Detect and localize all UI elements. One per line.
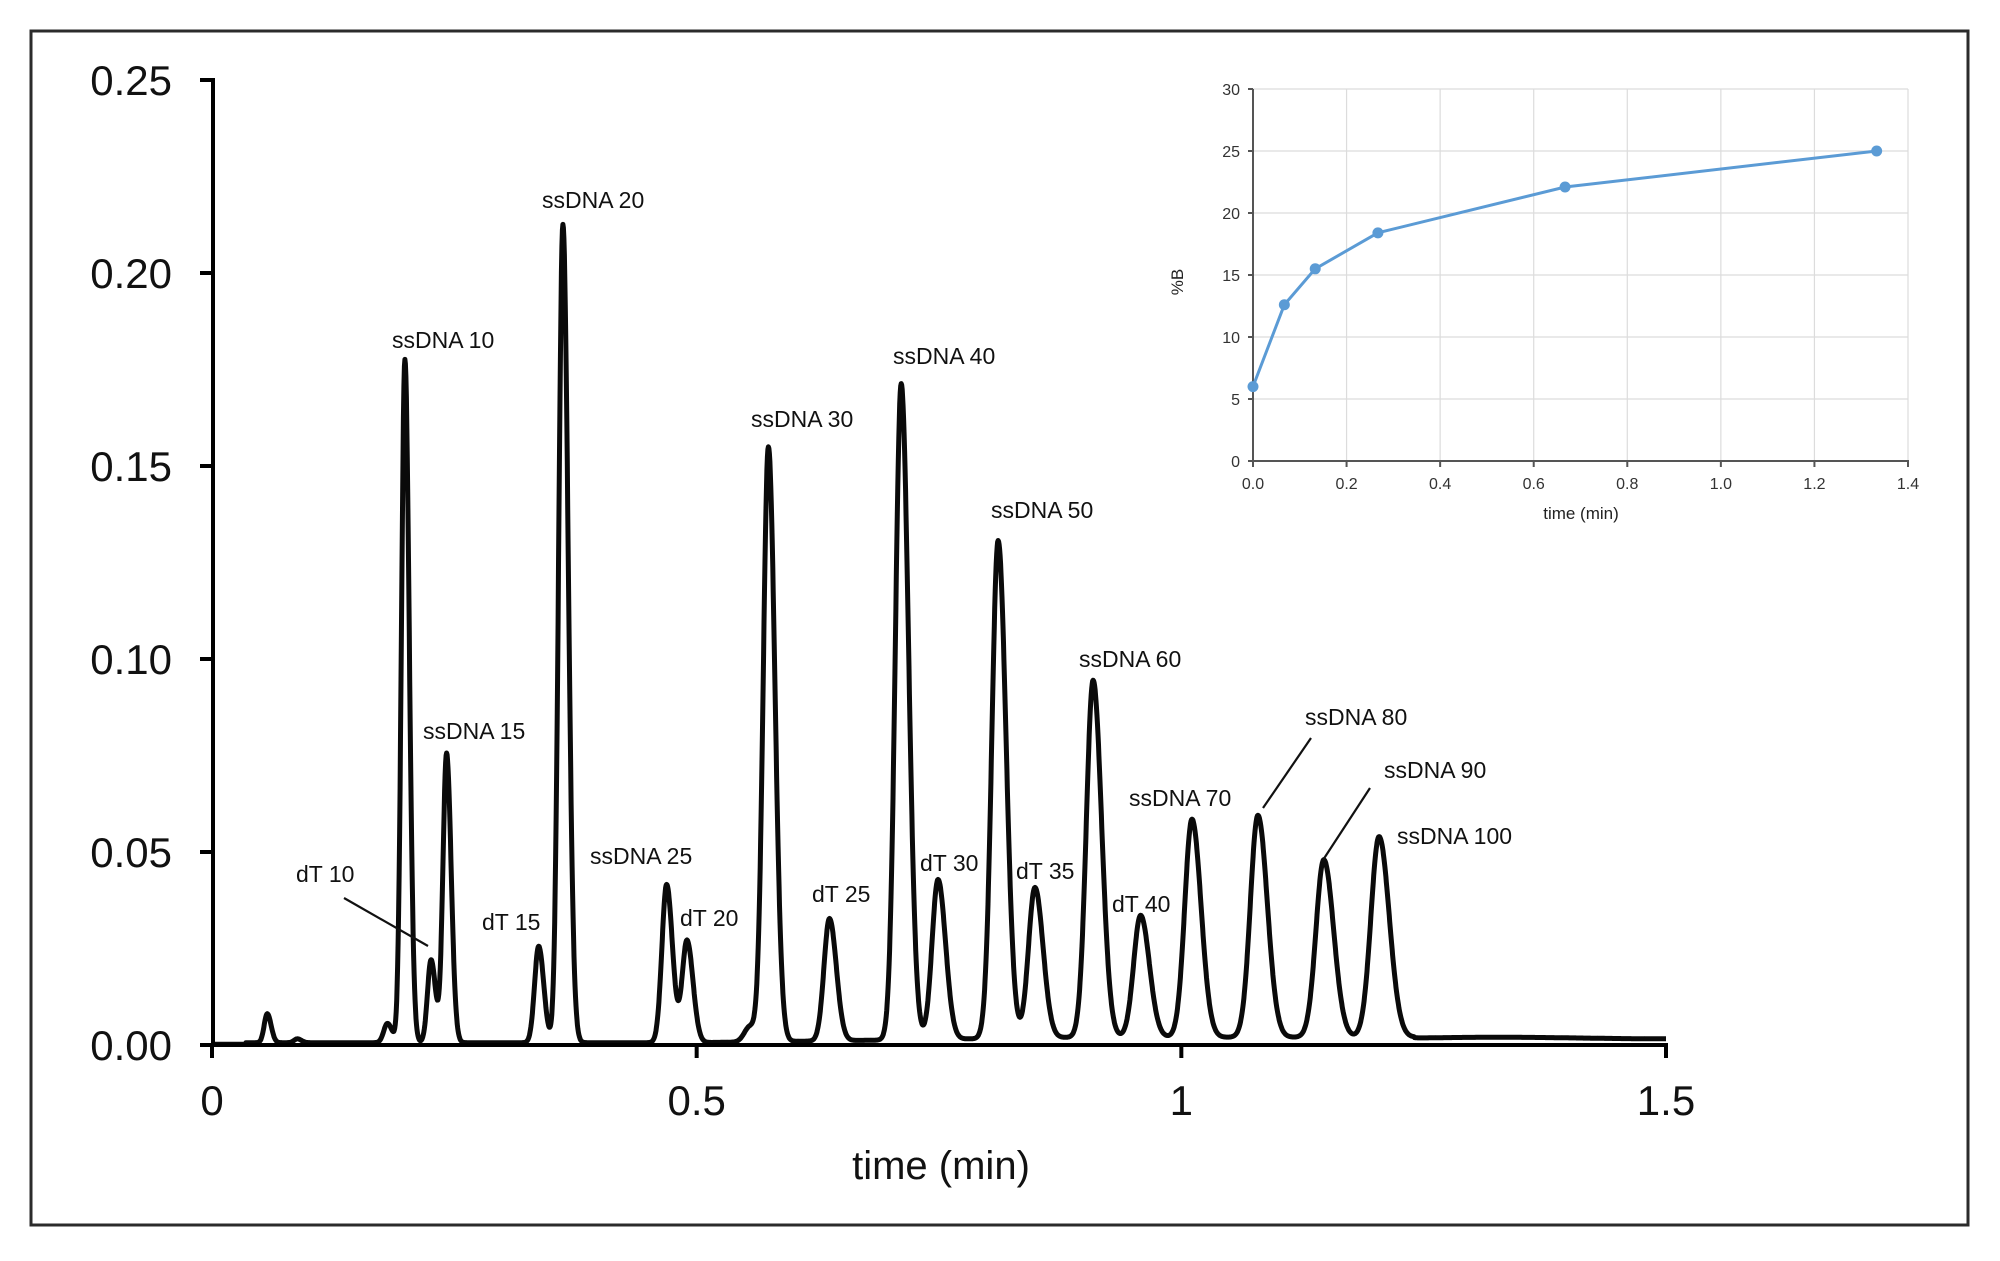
leader-line-ssdna90 — [1322, 787, 1371, 861]
inset-y-tick-label: 10 — [1222, 330, 1240, 347]
inset-gradient-line — [1251, 149, 1877, 388]
x-tick-label: 0 — [200, 1077, 223, 1124]
inset-data-point — [1559, 181, 1571, 193]
inset-y-tick-label: 0 — [1231, 454, 1240, 471]
inset-data-point — [1247, 381, 1259, 393]
inset-y-tick-label: 15 — [1222, 268, 1240, 285]
peak-label: dT 20 — [680, 905, 738, 931]
peak-label: dT 10 — [296, 861, 354, 887]
leader-line-dt10 — [343, 897, 429, 947]
inset-x-tick-label: 0.4 — [1429, 476, 1451, 493]
leader-line-ssdna80 — [1262, 737, 1312, 809]
inset-y-tick-label: 30 — [1222, 82, 1240, 99]
inset-x-tick-label: 1.2 — [1803, 476, 1825, 493]
inset-data-point — [1372, 227, 1384, 239]
x-tick-label: 0.5 — [667, 1077, 725, 1124]
peak-label: dT 25 — [812, 881, 870, 907]
peak-label: ssDNA 25 — [590, 843, 692, 869]
peak-label: ssDNA 60 — [1079, 646, 1181, 672]
inset-y-axis-title: %B — [1168, 269, 1187, 295]
inset-y-tick-label: 20 — [1222, 206, 1240, 223]
peak-leader-lines — [343, 737, 1371, 947]
peak-label: ssDNA 100 — [1397, 823, 1512, 849]
y-tick-label: 0.05 — [90, 829, 172, 876]
peak-label: dT 30 — [920, 850, 978, 876]
x-tick-label: 1 — [1170, 1077, 1193, 1124]
inset-x-tick-label: 1.4 — [1897, 476, 1919, 493]
peak-labels: ssDNA 10 dT 10 ssDNA 15 dT 15 ssDNA 20 s… — [296, 187, 1512, 935]
y-tick-label: 0.00 — [90, 1022, 172, 1069]
peak-label: dT 35 — [1016, 858, 1074, 884]
peak-label: ssDNA 20 — [542, 187, 644, 213]
peak-label: dT 15 — [482, 909, 540, 935]
inset-data-point — [1278, 299, 1290, 311]
peak-label: ssDNA 30 — [751, 406, 853, 432]
y-tick-label: 0.25 — [90, 57, 172, 104]
main-x-axis-title: time (min) — [852, 1144, 1030, 1188]
peak-label: ssDNA 70 — [1129, 785, 1231, 811]
x-tick-label: 1.5 — [1637, 1077, 1695, 1124]
inset-y-tick-label: 5 — [1231, 392, 1240, 409]
peak-label: ssDNA 15 — [423, 718, 525, 744]
peak-label: ssDNA 80 — [1305, 704, 1407, 730]
inset-gridlines — [1253, 88, 1909, 461]
inset-data-points — [1247, 145, 1883, 393]
y-tick-label: 0.15 — [90, 443, 172, 490]
gradient-inset-chart: 0 5 10 15 20 25 30 0.0 0.2 0.4 0.6 0.8 1.0 1.2 1.4 tim… — [1168, 82, 1919, 523]
inset-x-tick-label: 0.0 — [1242, 476, 1264, 493]
inset-x-tick-label: 0.2 — [1335, 476, 1357, 493]
peak-label: ssDNA 40 — [893, 343, 995, 369]
inset-x-tick-label: 0.8 — [1616, 476, 1638, 493]
inset-x-tick-label: 1.0 — [1710, 476, 1732, 493]
peak-label: dT 40 — [1112, 891, 1170, 917]
figure-frame — [29, 29, 1970, 1227]
y-tick-label: 0.10 — [90, 636, 172, 683]
inset-data-point — [1871, 145, 1883, 157]
inset-axis-ticks: 0 5 10 15 20 25 30 0.0 0.2 0.4 0.6 0.8 1.0 1.2 1.4 — [1222, 82, 1919, 493]
peak-label: ssDNA 10 — [392, 327, 494, 353]
inset-y-tick-label: 25 — [1222, 144, 1240, 161]
chromatogram-trace — [210, 221, 1668, 1047]
inset-x-axis-title: time (min) — [1543, 504, 1619, 523]
peak-label: ssDNA 50 — [991, 497, 1093, 523]
inset-data-point — [1309, 263, 1321, 275]
y-tick-label: 0.20 — [90, 250, 172, 297]
inset-x-tick-label: 0.6 — [1523, 476, 1545, 493]
peak-label: ssDNA 90 — [1384, 757, 1486, 783]
main-chart: 0.000.050.100.150.200.250 0.5 1 1.5 ssDNA 1… — [90, 57, 1695, 1188]
main-axis-ticks: 0.000.050.100.150.200.250 0.5 1 1.5 — [90, 57, 1695, 1124]
